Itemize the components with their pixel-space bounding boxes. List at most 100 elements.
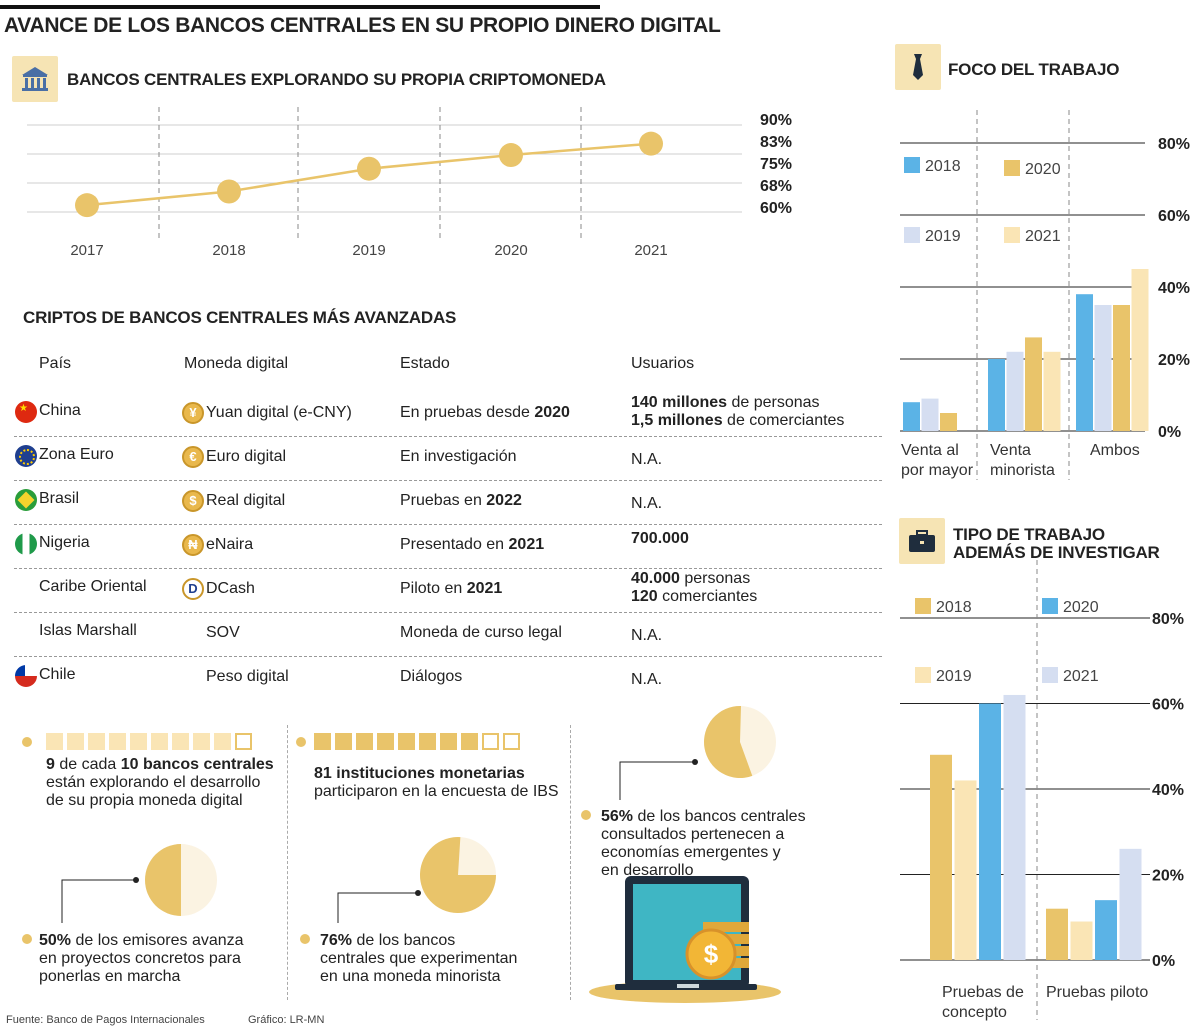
bullet bbox=[300, 934, 310, 944]
bar-2019 bbox=[1094, 305, 1112, 431]
source-note: Fuente: Banco de Pagos Internacionales bbox=[6, 1014, 205, 1026]
legend-label: 2018 bbox=[936, 599, 972, 616]
square-marker bbox=[172, 733, 189, 750]
tie-icon bbox=[895, 44, 941, 90]
square-marker bbox=[419, 733, 436, 750]
focus-chart-title: FOCO DEL TRABAJO bbox=[948, 60, 1120, 79]
legend-swatch bbox=[904, 157, 920, 173]
line-chart-title: BANCOS CENTRALES EXPLORANDO SU PROPIA CR… bbox=[67, 70, 606, 89]
bar-2018 bbox=[1046, 908, 1068, 960]
square-marker bbox=[335, 733, 352, 750]
currency-cell: Euro digital bbox=[206, 448, 287, 465]
y-tick-label: 68% bbox=[760, 178, 792, 195]
svg-text:$: $ bbox=[704, 939, 719, 969]
bar-2020 bbox=[1095, 900, 1117, 960]
bar-2018 bbox=[930, 754, 952, 960]
brazil-flag-icon bbox=[15, 489, 37, 511]
x-tick-label: 2017 bbox=[70, 242, 103, 259]
pie-slice bbox=[704, 706, 753, 778]
status-cell: Pruebas en 2022 bbox=[400, 492, 522, 509]
country-cell: Brasil bbox=[39, 490, 80, 507]
stat-76-percent: 76% de los bancos centrales que experime… bbox=[320, 932, 518, 985]
y-tick-label: 0% bbox=[1158, 424, 1181, 441]
status-cell: Moneda de curso legal bbox=[400, 624, 562, 641]
x-tick-label: Ambos bbox=[1090, 442, 1140, 459]
bullet bbox=[22, 737, 32, 747]
bar-2019 bbox=[921, 398, 939, 431]
users-cell: N.A. bbox=[631, 627, 663, 644]
pie-76 bbox=[337, 837, 496, 923]
y-tick-label: 0% bbox=[1152, 953, 1175, 970]
x-tick-label: Pruebas piloto bbox=[1046, 984, 1148, 1001]
currency-coin-icon: € bbox=[182, 446, 204, 468]
currency-coin-icon: D bbox=[182, 578, 204, 600]
y-tick-label: 20% bbox=[1152, 868, 1184, 885]
divider bbox=[570, 725, 571, 1000]
bar-2020 bbox=[940, 413, 957, 431]
bar-2018 bbox=[988, 359, 1005, 431]
x-tick-label: 2018 bbox=[212, 242, 245, 259]
square-marker bbox=[503, 733, 520, 750]
table-title: CRIPTOS DE BANCOS CENTRALES MÁS AVANZADA… bbox=[23, 308, 457, 327]
y-tick-label: 90% bbox=[760, 112, 792, 129]
legend-label: 2020 bbox=[1025, 161, 1061, 178]
squares-9-of-10 bbox=[46, 733, 256, 755]
currency-cell: Real digital bbox=[206, 492, 286, 509]
square-marker bbox=[193, 733, 210, 750]
y-tick-label: 40% bbox=[1152, 782, 1184, 799]
row-divider bbox=[14, 480, 882, 481]
square-marker bbox=[461, 733, 478, 750]
users-cell: N.A. bbox=[631, 495, 663, 512]
bar-2021 bbox=[1003, 694, 1026, 960]
pie-50 bbox=[61, 844, 217, 923]
square-marker bbox=[109, 733, 126, 750]
bullet bbox=[581, 810, 591, 820]
status-cell: En pruebas desde 2020 bbox=[400, 404, 570, 421]
country-cell: Zona Euro bbox=[39, 446, 114, 463]
currency-coin-icon: ¥ bbox=[182, 402, 204, 424]
y-tick-label: 20% bbox=[1158, 352, 1190, 369]
page-title: AVANCE DE LOS BANCOS CENTRALES EN SU PRO… bbox=[4, 14, 721, 37]
divider bbox=[287, 725, 288, 1000]
legend-swatch bbox=[1004, 227, 1020, 243]
status-cell: Diálogos bbox=[400, 668, 463, 685]
square-marker bbox=[88, 733, 105, 750]
country-cell: Chile bbox=[39, 666, 76, 683]
y-tick-label: 60% bbox=[1158, 208, 1190, 225]
eu-flag-icon bbox=[15, 445, 37, 467]
bar-2021 bbox=[1131, 269, 1149, 431]
row-divider bbox=[14, 656, 882, 657]
x-tick-label: concepto bbox=[942, 1004, 1007, 1021]
status-cell: Piloto en 2021 bbox=[400, 580, 503, 597]
focus-bar-chart: 2018 2020 2019 2021 80% 60% 40% 20% 0% Venta al… bbox=[900, 110, 1190, 480]
bar-2018 bbox=[903, 402, 920, 431]
stat-81-institutions: 81 instituciones monetarias participaron… bbox=[314, 765, 559, 800]
square-marker bbox=[356, 733, 373, 750]
square-marker bbox=[46, 733, 63, 750]
row-divider bbox=[14, 436, 882, 437]
stat-9-of-10: 9 de cada 10 bancos centrales están expl… bbox=[46, 756, 274, 809]
square-marker bbox=[440, 733, 457, 750]
data-point bbox=[75, 193, 99, 218]
pie-slice bbox=[420, 837, 496, 913]
x-tick-label: 2019 bbox=[352, 242, 385, 259]
y-tick-label: 60% bbox=[1152, 697, 1184, 714]
country-cell: Caribe Oriental bbox=[39, 578, 147, 595]
col-header-country: País bbox=[39, 355, 72, 372]
currency-cell: SOV bbox=[206, 624, 240, 641]
square-marker bbox=[377, 733, 394, 750]
users-cell: 700.000 bbox=[631, 530, 689, 547]
legend-swatch bbox=[904, 227, 920, 243]
currency-cell: eNaira bbox=[206, 536, 254, 553]
country-cell: China bbox=[39, 402, 81, 419]
bar-2020 bbox=[1113, 305, 1130, 431]
legend-swatch bbox=[1042, 598, 1058, 614]
legend-label: 2021 bbox=[1025, 228, 1061, 245]
square-marker bbox=[482, 733, 499, 750]
bar-2019 bbox=[1070, 921, 1093, 960]
bar-2020 bbox=[1025, 337, 1042, 431]
row-divider bbox=[14, 524, 882, 525]
legend-label: 2020 bbox=[1063, 599, 1099, 616]
x-tick-label: Venta bbox=[990, 442, 1031, 459]
credit-note: Gráfico: LR-MN bbox=[248, 1014, 325, 1026]
